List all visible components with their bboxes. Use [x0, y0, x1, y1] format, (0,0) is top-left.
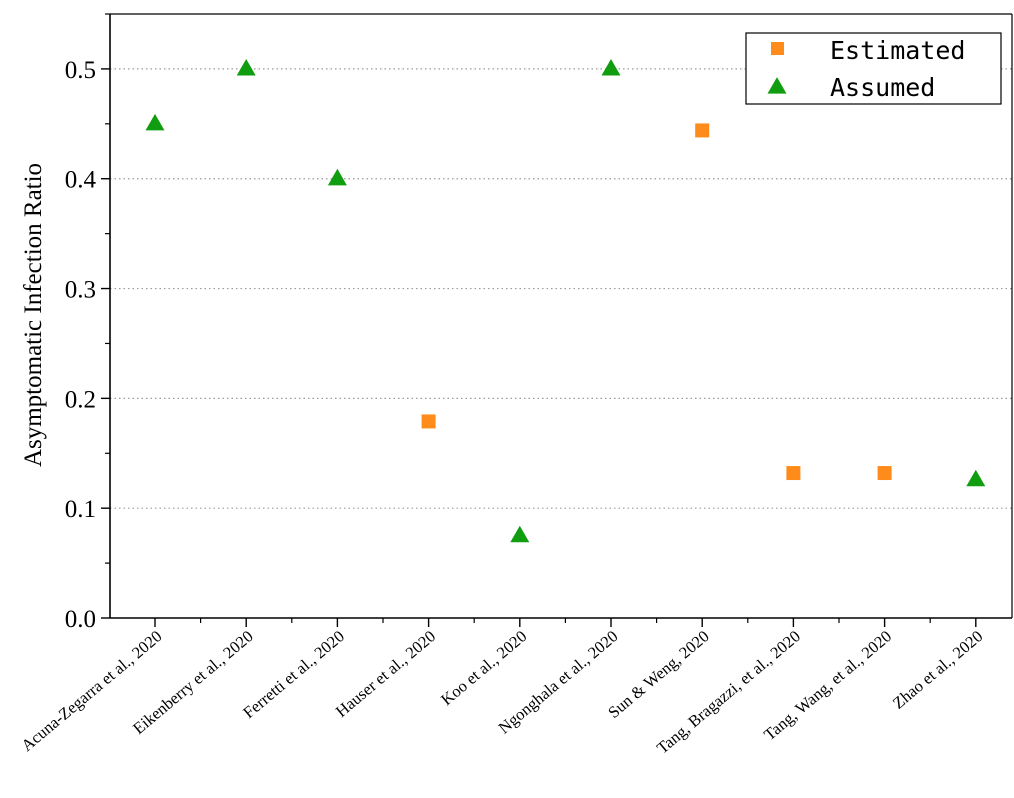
- x-tick-label: Hauser et al., 2020: [332, 627, 439, 721]
- point-assumed: [510, 525, 530, 543]
- legend-marker-estimated: [771, 42, 784, 55]
- y-ticks: 0.0 0.1 0.2 0.3 0.4 0.5: [65, 13, 110, 633]
- point-estimated: [421, 414, 436, 429]
- point-assumed: [601, 58, 621, 76]
- point-estimated: [786, 466, 801, 481]
- axes: [109, 13, 1013, 619]
- y-tick-label: 0.1: [65, 496, 96, 523]
- x-tick-label: Tang, Bragazzi, et al., 2020: [653, 627, 804, 758]
- legend-label-estimated: Estimated: [830, 36, 965, 65]
- grid-lines: [110, 68, 1012, 509]
- point-assumed: [966, 469, 986, 487]
- point-assumed: [327, 168, 347, 186]
- point-assumed: [145, 113, 165, 131]
- y-axis-label: Asymptomatic Infection Ratio: [20, 163, 47, 467]
- point-estimated: [877, 466, 892, 481]
- x-tick-label: Koo et al., 2020: [437, 627, 530, 710]
- point-estimated: [695, 123, 710, 138]
- legend-marker-assumed: [767, 77, 787, 94]
- y-tick-label: 0.4: [65, 167, 97, 194]
- legend: Estimated Assumed: [745, 32, 1002, 105]
- y-tick-label: 0.3: [65, 277, 96, 304]
- y-tick-label: 0.0: [65, 606, 96, 633]
- legend-label-assumed: Assumed: [830, 73, 935, 102]
- x-tick-label: Zhao et al., 2020: [889, 627, 987, 713]
- legend-box: [745, 32, 1002, 105]
- data-points: [145, 58, 986, 543]
- y-tick-label: 0.5: [65, 57, 96, 84]
- y-tick-label: 0.2: [65, 386, 96, 413]
- point-assumed: [236, 58, 256, 76]
